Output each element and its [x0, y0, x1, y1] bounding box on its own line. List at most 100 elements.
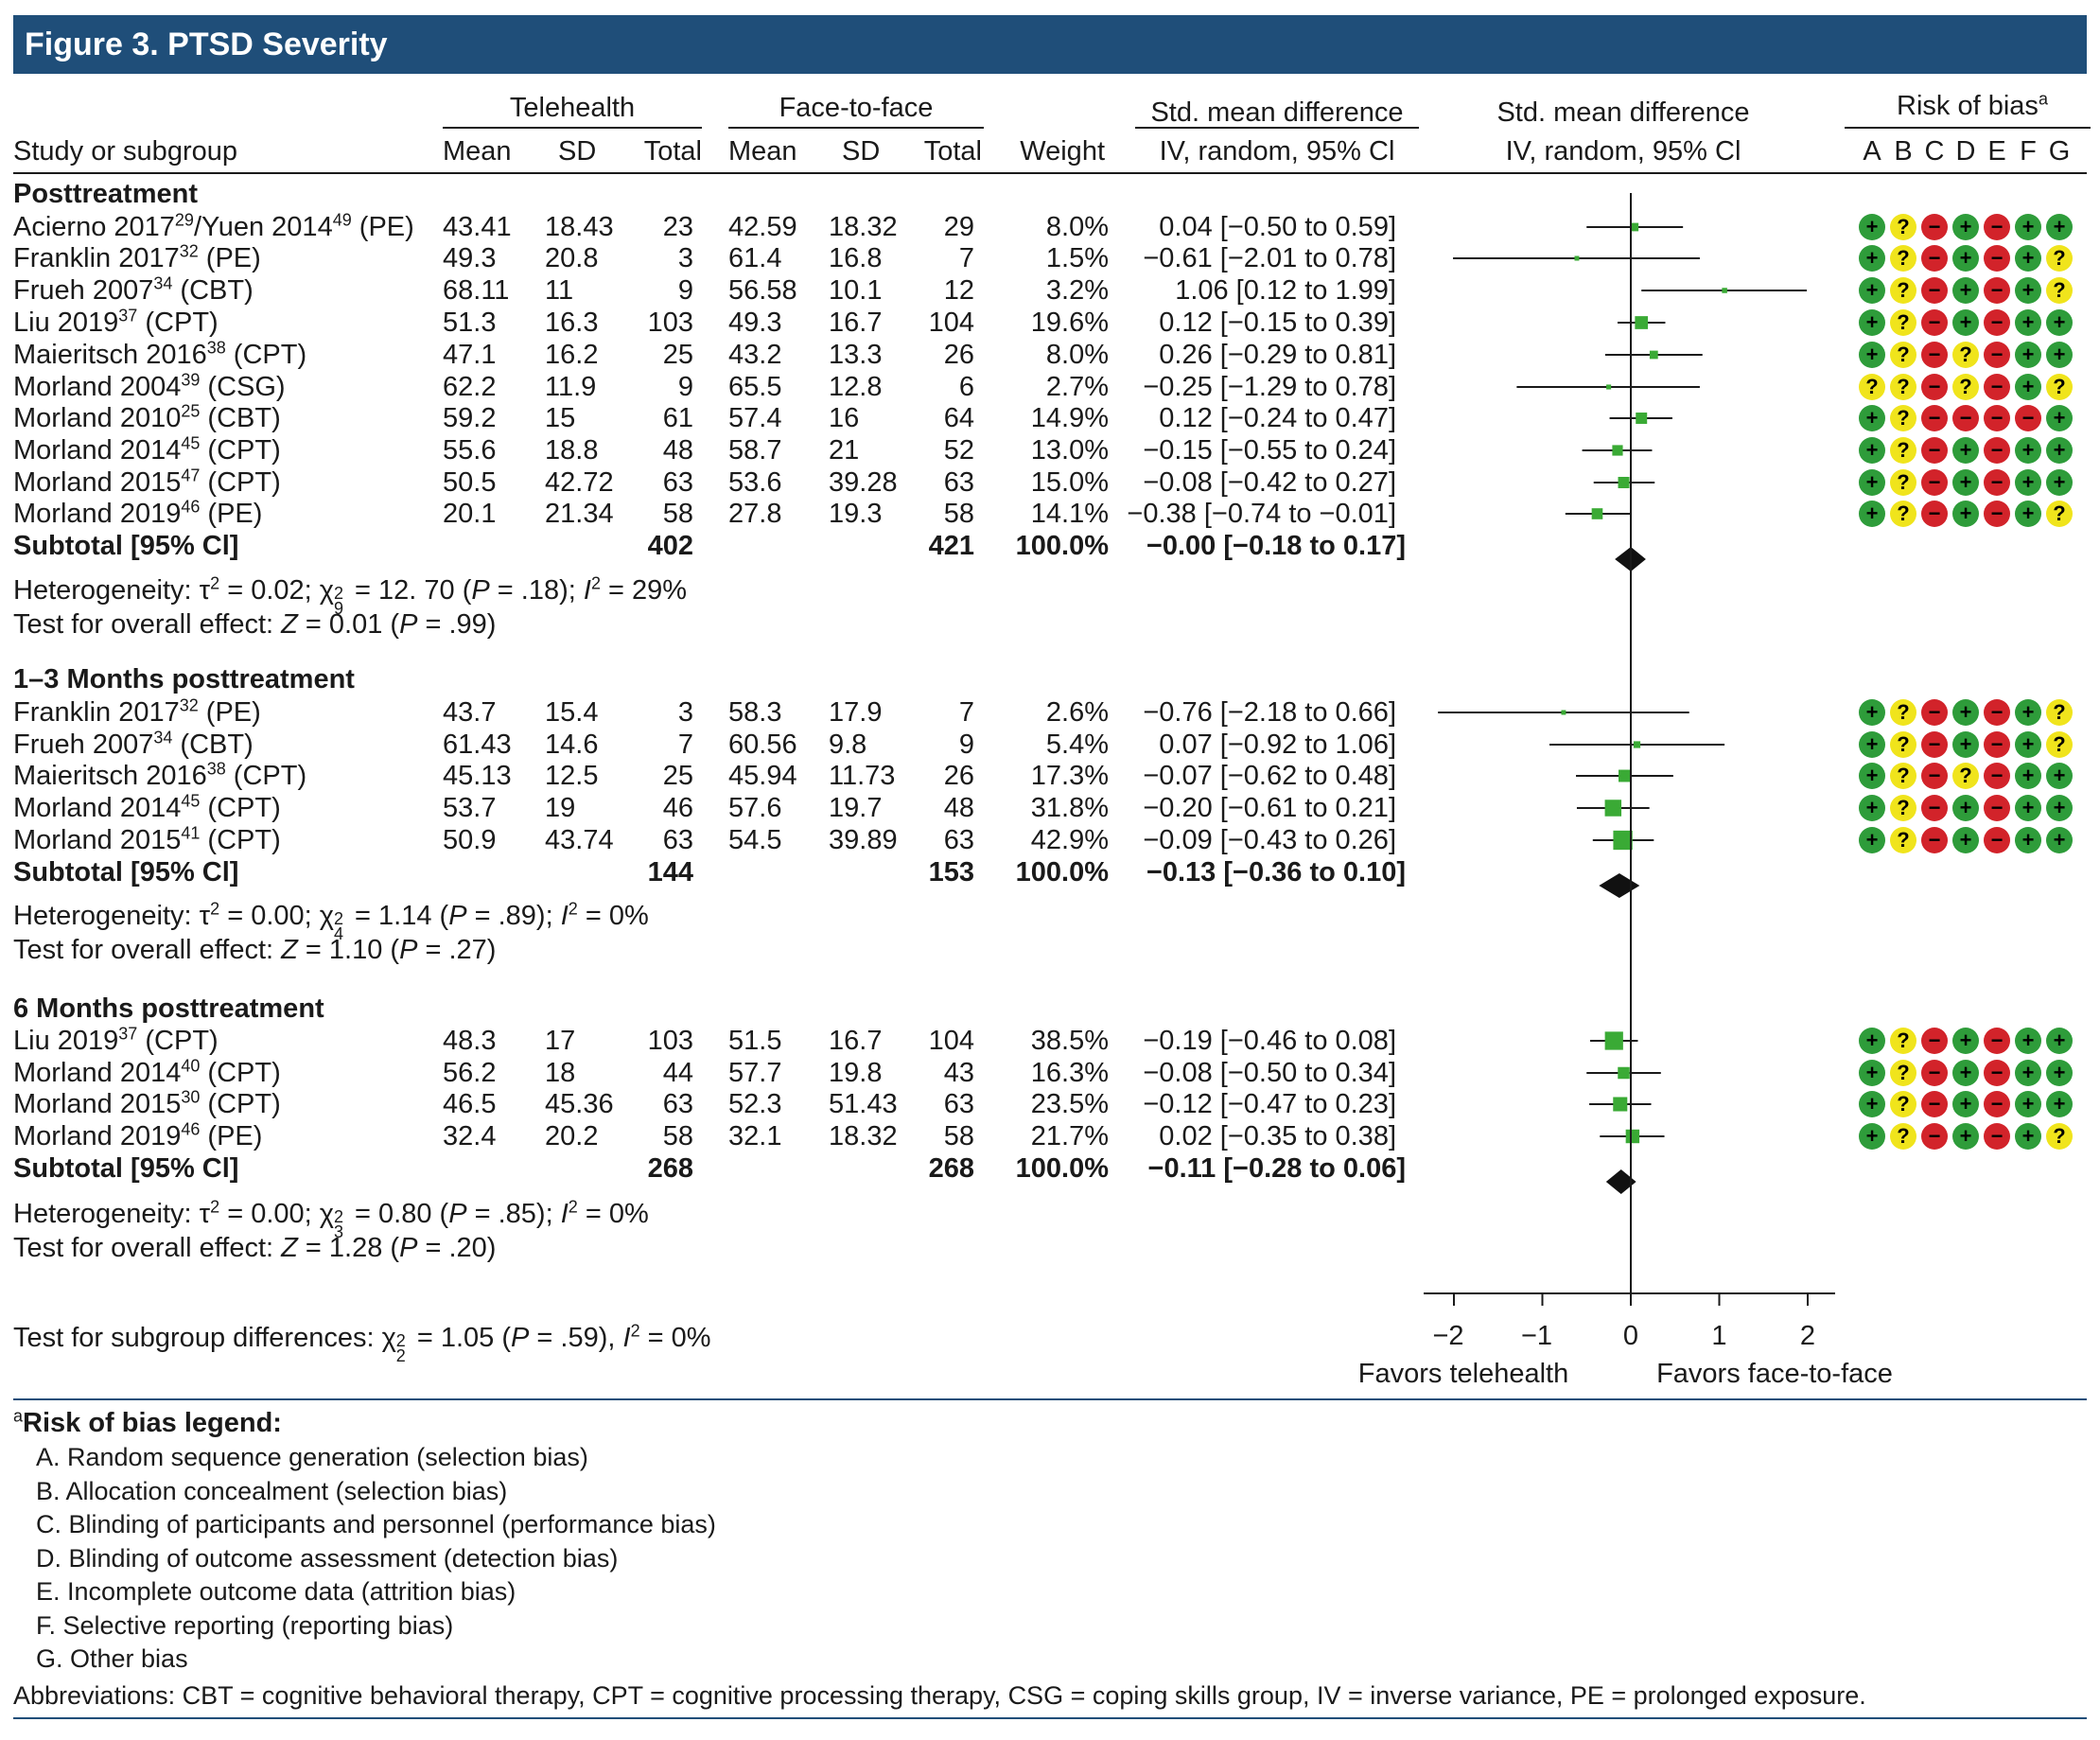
study-smd-ci: −0.61 [−2.01 to 0.78]	[1143, 243, 1396, 273]
het-p-value: = .18);	[489, 575, 584, 606]
favors-right-label: Favors face-to-face	[1656, 1359, 1893, 1389]
rob-circle-E: −	[1984, 731, 2010, 758]
tele-total: 9	[677, 372, 693, 402]
rob-circle-E: −	[1984, 469, 2010, 496]
face-sd: 39.28	[829, 467, 898, 498]
tele-sd: 45.36	[545, 1089, 614, 1119]
study-name: Morland 201530 (CPT)	[13, 1088, 281, 1119]
study-smd-ci: 0.07 [−0.92 to 1.06]	[1159, 729, 1396, 760]
het-p-value: = .89);	[466, 901, 561, 931]
tele-total: 61	[662, 403, 693, 433]
tele-total: 63	[662, 467, 693, 498]
legend-footnote-mark: a	[13, 1406, 24, 1426]
effect-label: Test for overall effect:	[13, 935, 282, 965]
rob-circle-D: +	[1952, 469, 1979, 496]
rob-circle-E: −	[1984, 501, 2010, 527]
study-tail: (PE)	[200, 499, 263, 529]
tele-sd: 15.4	[545, 697, 599, 728]
study-author: Maieritsch 2016	[13, 340, 207, 370]
effect-z-symbol: Z	[281, 935, 298, 965]
study-tail: (CPT)	[225, 340, 307, 370]
x-axis-tick-label: 1	[1711, 1321, 1727, 1351]
tele-mean: 62.2	[443, 372, 497, 402]
tele-total: 7	[677, 729, 693, 760]
face-mean: 57.6	[728, 793, 782, 823]
rob-column-D: D	[1955, 136, 1976, 167]
study-name: Maieritsch 201638 (CPT)	[13, 759, 306, 791]
tele-total: 58	[662, 1121, 693, 1151]
rob-circle-F: +	[2015, 731, 2041, 758]
study-tail: (CPT)	[200, 467, 281, 498]
rob-circle-G: +	[2046, 795, 2073, 821]
legend-item: E. Incomplete outcome data (attrition bi…	[36, 1577, 516, 1606]
rob-circle-E: −	[1984, 405, 2010, 431]
header-risk-of-bias: Risk of biasa	[1854, 90, 2091, 121]
face-sd: 16.8	[829, 243, 883, 273]
study-author: Morland 2015	[13, 825, 182, 855]
face-total: 58	[943, 499, 974, 529]
face-mean: 54.5	[728, 825, 782, 855]
study-ref: 38	[206, 759, 226, 779]
rob-circle-A: +	[1859, 1028, 1885, 1054]
tele-mean: 50.5	[443, 467, 497, 498]
effect-z-value: = 1.10 (	[297, 935, 400, 965]
rob-circle-G: +	[2046, 1091, 2073, 1117]
tele-mean: 48.3	[443, 1026, 497, 1056]
tele-total: 103	[647, 1026, 693, 1056]
study-tail: (CPT)	[137, 308, 219, 338]
subtotal-tele-total: 144	[647, 857, 693, 888]
effect-marker-2-1	[1618, 1066, 1630, 1080]
rob-column-B: B	[1894, 136, 1913, 167]
rob-circle-E: −	[1984, 277, 2010, 304]
rob-circle-B: ?	[1890, 342, 1916, 368]
legend-item: A. Random sequence generation (selection…	[36, 1443, 588, 1471]
study-tail: (CBT)	[200, 403, 281, 433]
rob-circle-F: +	[2015, 1123, 2041, 1150]
effect-label: Test for overall effect:	[13, 609, 282, 640]
favors-left-label: Favors telehealth	[1357, 1359, 1569, 1389]
rob-circle-D: +	[1952, 277, 1979, 304]
rob-circle-G: +	[2046, 1060, 2073, 1086]
rob-circle-G: +	[2046, 405, 2073, 431]
rob-circle-B: ?	[1890, 795, 1916, 821]
group-heading: 1–3 Months posttreatment	[13, 664, 355, 694]
header-tele-sd: SD	[558, 136, 597, 167]
study-author: Morland 2015	[13, 467, 182, 498]
het-chi-label: = 0.00; χ	[219, 1199, 334, 1229]
rob-circle-G: +	[2046, 827, 2073, 853]
face-sd: 12.8	[829, 372, 883, 402]
subgroup-p-value: = .59),	[529, 1323, 623, 1353]
rob-circle-C: −	[1921, 501, 1948, 527]
tele-mean: 46.5	[443, 1089, 497, 1119]
study-name: Morland 200439 (CSG)	[13, 371, 286, 402]
rob-circle-C: −	[1921, 374, 1948, 400]
study-weight: 2.6%	[1045, 697, 1109, 728]
study-smd-ci: −0.20 [−0.61 to 0.21]	[1143, 793, 1396, 823]
het-tau-sup: 2	[210, 1197, 220, 1217]
effect-p-symbol: P	[399, 1233, 418, 1263]
face-mean: 57.7	[728, 1058, 782, 1088]
tele-total: 25	[662, 340, 693, 370]
face-total: 29	[943, 212, 974, 242]
het-i-symbol: I	[560, 901, 569, 931]
rob-circle-F: +	[2015, 342, 2041, 368]
tele-total: 103	[647, 308, 693, 338]
study-name: Morland 201445 (CPT)	[13, 792, 281, 823]
rob-circle-A: +	[1859, 405, 1885, 431]
effect-p-value: = .99)	[417, 609, 497, 640]
het-chi-label: = 0.00; χ	[219, 901, 334, 931]
rob-circle-C: −	[1921, 437, 1948, 464]
rob-circle-D: +	[1952, 245, 1979, 272]
tele-sd: 15	[545, 403, 576, 433]
tele-total: 63	[662, 825, 693, 855]
rob-circle-E: −	[1984, 214, 2010, 240]
study-author: Liu 2019	[13, 1026, 119, 1056]
face-total: 104	[928, 308, 974, 338]
het-tau-sup: 2	[210, 573, 220, 593]
study-weight: 38.5%	[1030, 1026, 1109, 1056]
subtotal-label: Subtotal [95% Cl]	[13, 1153, 239, 1184]
study-tail: (PE)	[198, 697, 261, 728]
face-sd: 21	[829, 435, 860, 466]
rob-circle-E: −	[1984, 342, 2010, 368]
